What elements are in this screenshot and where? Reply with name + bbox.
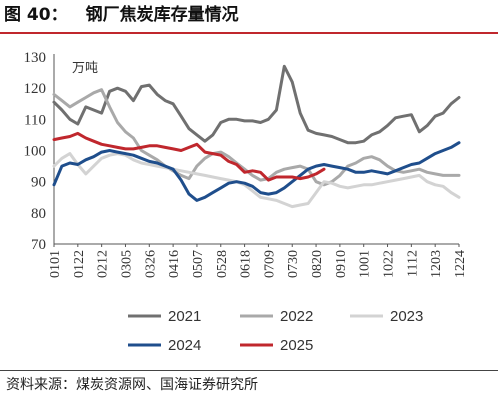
x-tick-label: 1112 — [405, 250, 420, 277]
x-tick-label: 0101 — [48, 250, 63, 278]
y-tick-label: 120 — [24, 81, 47, 97]
y-tick-label: 90 — [31, 175, 46, 191]
series-line-2021 — [52, 64, 461, 145]
x-tick-label: 0528 — [215, 250, 230, 278]
x-tick-label: 0730 — [286, 250, 301, 278]
y-tick-label: 80 — [31, 206, 46, 222]
series-line-2022 — [52, 88, 461, 187]
y-tick-label: 70 — [31, 237, 46, 253]
x-tick-label: 1001 — [358, 250, 373, 278]
x-tick-label: 0122 — [72, 250, 87, 278]
chart-axes — [53, 54, 459, 245]
x-tick-label: 0507 — [191, 250, 206, 278]
x-tick-label: 0709 — [262, 250, 277, 278]
source-rule — [0, 370, 498, 371]
figure-title: 图 40： 钢厂焦炭库存量情况 — [4, 0, 239, 30]
legend-label-2025: 2025 — [280, 337, 313, 354]
series-line-2023 — [52, 152, 461, 209]
x-tick-label: 1022 — [382, 250, 397, 278]
source-note: 资料来源：煤炭资源网、国海证券研究所 — [6, 377, 258, 393]
x-tick-label: 0820 — [310, 250, 325, 278]
chart-series-lines — [52, 64, 461, 209]
x-tick-label: 0910 — [334, 250, 349, 278]
y-tick-label: 100 — [24, 144, 47, 160]
unit-label: 万吨 — [72, 61, 98, 76]
x-tick-label: 1224 — [453, 250, 468, 278]
x-axis-ticks: 0101 0122 0212 0305 0326 0416 0507 0528 0618 0709… — [48, 244, 468, 278]
chart-legend: 2021 2022 2023 2024 2025 — [128, 308, 423, 354]
y-tick-label: 110 — [24, 112, 46, 128]
y-tick-label: 130 — [24, 50, 47, 66]
x-tick-label: 0618 — [239, 250, 254, 278]
series-line-2025 — [52, 131, 326, 182]
x-tick-label: 0326 — [143, 250, 158, 278]
line-chart: 万吨 70 80 90 100 110 120 130 0101 0122 0212 0305 03… — [24, 50, 469, 354]
legend-label-2024: 2024 — [168, 337, 201, 354]
x-tick-label: 0305 — [119, 250, 134, 278]
title-rule — [0, 32, 498, 34]
legend-label-2023: 2023 — [390, 308, 423, 325]
series-line-2024 — [52, 141, 461, 202]
figure-number: 图 40： — [4, 5, 68, 25]
x-tick-label: 0212 — [96, 250, 111, 278]
legend-label-2022: 2022 — [280, 308, 313, 325]
x-tick-label: 0416 — [167, 250, 182, 278]
y-axis-ticks: 70 80 90 100 110 120 130 — [24, 50, 47, 253]
x-tick-label: 1203 — [429, 250, 444, 278]
figure-title-text: 钢厂焦炭库存量情况 — [85, 5, 239, 25]
legend-label-2021: 2021 — [168, 308, 201, 325]
